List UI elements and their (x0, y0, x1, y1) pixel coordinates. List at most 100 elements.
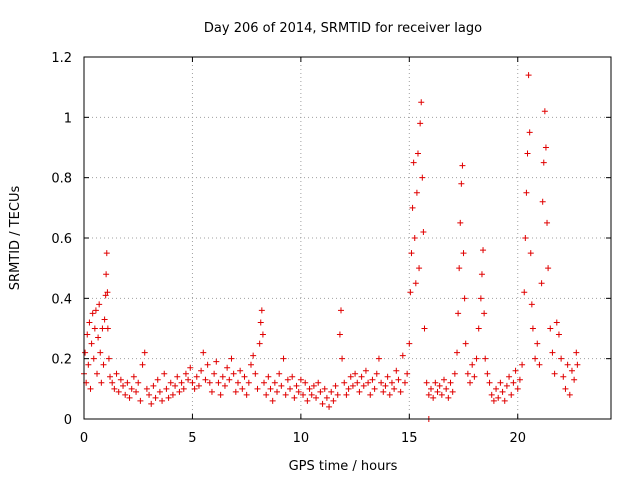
data-point (102, 292, 109, 299)
data-point (411, 235, 418, 241)
data-point (167, 379, 174, 386)
data-point (540, 159, 547, 166)
data-point (326, 403, 333, 410)
data-point (558, 355, 565, 362)
data-point (304, 397, 311, 404)
data-point (395, 376, 402, 383)
data-point (458, 180, 465, 187)
data-points (81, 72, 581, 422)
data-point (228, 355, 235, 362)
data-point (282, 391, 289, 398)
data-point (417, 120, 424, 127)
data-point (208, 388, 215, 395)
data-point (451, 370, 458, 377)
data-point (419, 174, 426, 181)
data-point (484, 370, 491, 377)
data-point (198, 367, 205, 374)
data-point (386, 391, 393, 398)
data-point (397, 388, 404, 395)
data-point (562, 385, 569, 392)
data-point (459, 162, 466, 169)
data-point (274, 388, 281, 395)
data-point (461, 295, 468, 302)
data-point (97, 349, 104, 356)
data-point (178, 379, 185, 386)
data-point (217, 391, 224, 398)
data-point (87, 385, 94, 392)
data-point (291, 394, 298, 401)
data-point (332, 382, 339, 389)
data-point (445, 394, 452, 401)
data-point (427, 385, 434, 392)
data-point (143, 385, 150, 392)
data-point (482, 355, 489, 362)
x-axis-label: GPS time / hours (289, 459, 398, 474)
data-point (152, 394, 159, 401)
data-point (354, 379, 361, 386)
data-point (469, 361, 476, 368)
data-point (464, 370, 471, 377)
data-point (100, 361, 107, 368)
data-point (310, 382, 317, 389)
data-point (471, 373, 478, 380)
data-point (337, 307, 344, 314)
data-point (555, 331, 562, 338)
data-point (421, 325, 428, 332)
data-point (159, 397, 166, 404)
data-point (241, 373, 248, 380)
data-point (265, 373, 272, 380)
data-point (88, 340, 95, 347)
data-point (297, 376, 304, 383)
data-point (276, 370, 283, 377)
data-point (360, 382, 367, 389)
data-point (105, 355, 112, 362)
data-point (126, 394, 133, 401)
data-point (85, 361, 92, 368)
data-point (321, 385, 328, 392)
data-point (256, 340, 263, 347)
data-point (211, 370, 218, 377)
data-point (462, 340, 469, 347)
data-point (443, 385, 450, 392)
data-point (352, 370, 359, 377)
data-point (98, 379, 105, 386)
data-point (549, 349, 556, 356)
data-point (519, 361, 526, 368)
data-point (339, 355, 346, 362)
data-point (258, 307, 265, 314)
data-point (571, 376, 578, 383)
data-point (343, 391, 350, 398)
data-point (133, 388, 140, 395)
data-point (532, 355, 539, 362)
y-tick-label: 0.8 (51, 172, 72, 187)
data-point (455, 310, 462, 317)
data-point (193, 373, 200, 380)
data-point (358, 373, 365, 380)
data-point (568, 367, 575, 374)
data-point (522, 235, 529, 241)
data-point (436, 382, 443, 389)
data-point (261, 379, 268, 386)
data-point (293, 382, 300, 389)
data-point (94, 370, 101, 377)
data-point (410, 159, 417, 166)
data-point (506, 373, 513, 380)
data-point (412, 280, 419, 287)
data-point (384, 373, 391, 380)
data-point (182, 370, 189, 377)
data-point (481, 310, 488, 317)
data-point (302, 379, 309, 386)
data-point (371, 385, 378, 392)
data-point (514, 385, 521, 392)
data-point (430, 394, 437, 401)
data-point (547, 325, 554, 332)
data-point (404, 370, 411, 377)
data-point (441, 376, 448, 383)
data-point (120, 382, 127, 389)
data-point (529, 325, 536, 332)
y-tick-label: 0.4 (51, 292, 72, 307)
data-point (527, 250, 534, 257)
data-point (516, 376, 523, 383)
data-point (230, 370, 237, 377)
x-tick-labels: 0 5 10 15 20 (80, 431, 526, 446)
